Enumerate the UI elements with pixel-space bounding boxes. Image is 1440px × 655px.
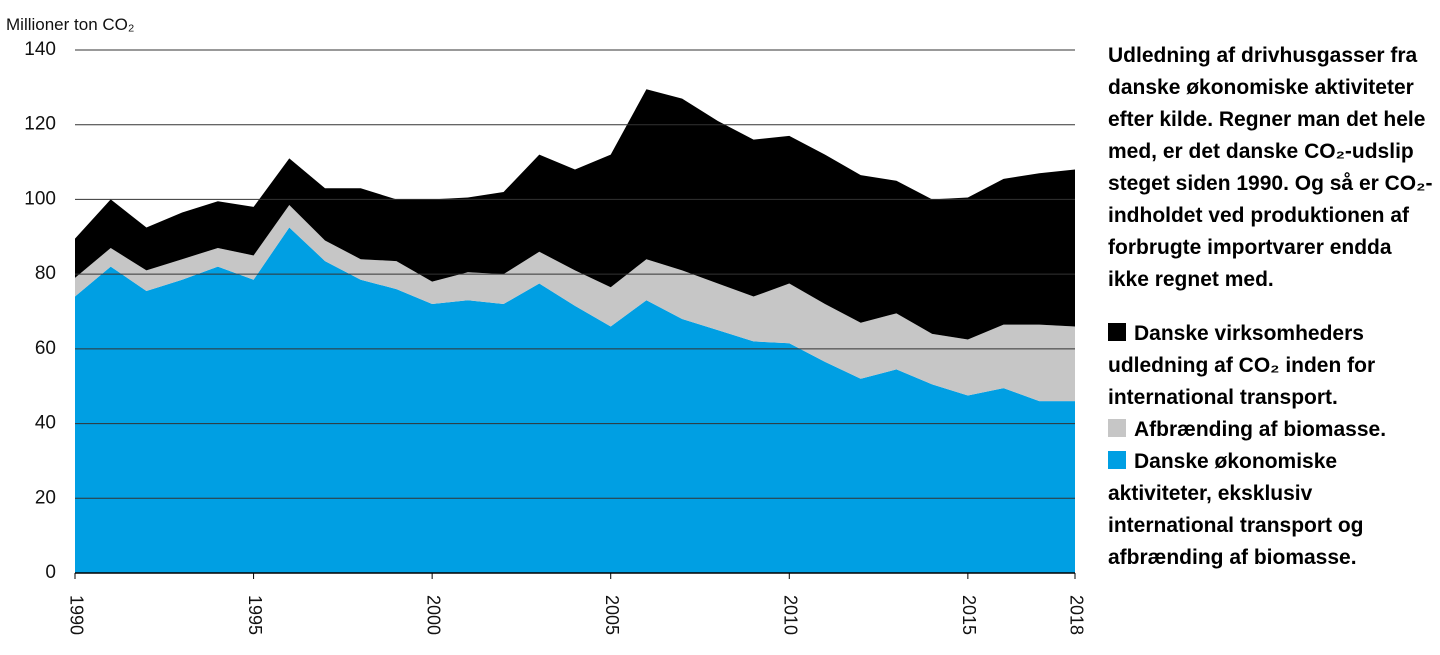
legend-item: Danske virksomheders udledning af CO₂ in… [1108, 318, 1433, 414]
legend-label: Danske virksomheders udledning af CO₂ in… [1108, 322, 1376, 409]
legend-label: Danske økonomiske aktiviteter, eksklusiv… [1108, 450, 1364, 569]
y-tick-label: 80 [35, 263, 56, 284]
x-tick-label: 2000 [423, 595, 443, 635]
area [75, 89, 1075, 340]
x-tick-label: 2010 [781, 595, 801, 635]
legend-label: Afbrænding af biomasse. [1134, 418, 1387, 441]
x-tick-label: 2005 [602, 595, 622, 635]
legend-item: Afbrænding af biomasse. [1108, 414, 1433, 446]
legend-item: Danske økonomiske aktiviteter, eksklusiv… [1108, 446, 1433, 574]
y-tick-label: 120 [24, 114, 56, 135]
legend-swatch [1108, 419, 1126, 437]
side-panel: Udledning af drivhusgasser fra danske øk… [1108, 40, 1433, 574]
legend-swatch [1108, 451, 1126, 469]
y-tick-label: 60 [35, 338, 56, 359]
legend: Danske virksomheders udledning af CO₂ in… [1108, 318, 1433, 574]
y-axis-label: Millioner ton CO₂ [6, 15, 134, 34]
y-tick-label: 40 [35, 413, 56, 434]
legend-swatch [1108, 323, 1126, 341]
y-tick-label: 0 [45, 562, 56, 583]
x-tick-label: 2018 [1066, 595, 1086, 635]
x-tick-label: 1990 [66, 595, 86, 635]
area [75, 227, 1075, 574]
x-tick-label: 2015 [959, 595, 979, 635]
x-tick-label: 1995 [245, 595, 265, 635]
y-tick-label: 100 [24, 188, 56, 209]
description: Udledning af drivhusgasser fra danske øk… [1108, 44, 1433, 291]
chart: Millioner ton CO₂ 0 20 40 60 80 100 120 140 1990… [6, 15, 1086, 635]
y-tick-label: 20 [35, 487, 56, 508]
area [75, 205, 1075, 402]
y-tick-label: 140 [24, 39, 56, 60]
